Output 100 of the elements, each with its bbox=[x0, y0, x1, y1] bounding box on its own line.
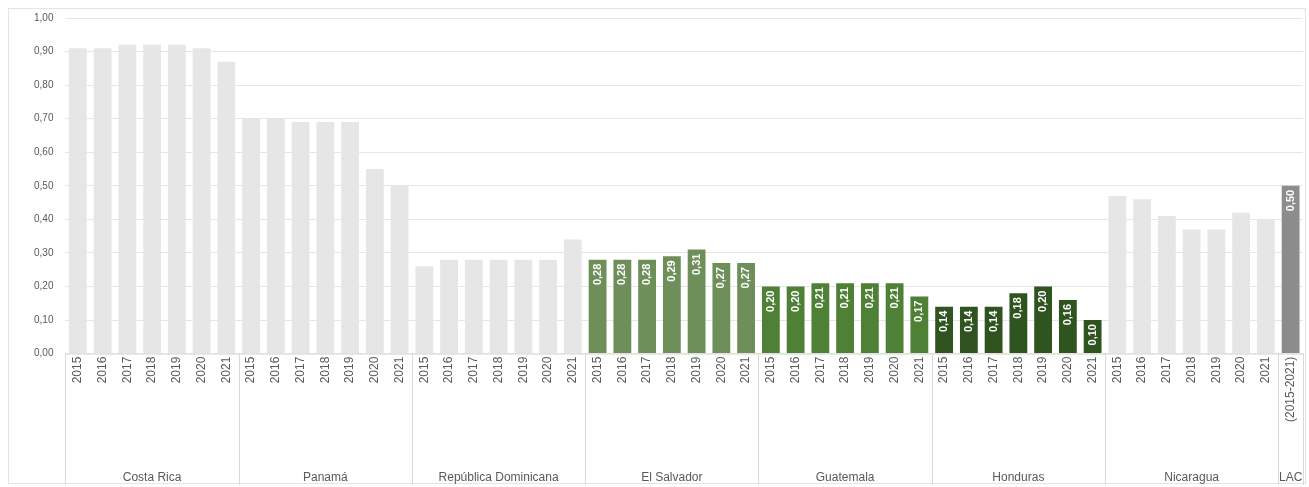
x-tick-label: 2021 bbox=[1084, 356, 1099, 384]
y-tick-label: 0,50 bbox=[33, 179, 54, 191]
text: República Dominicana bbox=[438, 470, 559, 485]
y-tick-label: 0,10 bbox=[33, 313, 54, 325]
x-tick-label: 2019 bbox=[1208, 356, 1223, 384]
text: Nicaragua bbox=[1164, 470, 1220, 485]
x-tick-label: 2015 bbox=[589, 356, 604, 384]
x-tick-label: 2020 bbox=[886, 356, 901, 384]
y-tick-label: 0,00 bbox=[33, 347, 54, 359]
data-label: 0,27 bbox=[739, 267, 752, 289]
text: LAC bbox=[1278, 470, 1303, 485]
x-tick-label: 2020 bbox=[713, 356, 728, 384]
bar bbox=[860, 283, 879, 354]
x-tick-label: 2016 bbox=[614, 356, 629, 384]
x-tick-label: 2019 bbox=[1035, 356, 1050, 384]
y-tick-label: 0,30 bbox=[33, 246, 54, 258]
bar bbox=[712, 263, 731, 354]
x-tick-label: 2019 bbox=[515, 356, 530, 384]
y-tick-label: 0,20 bbox=[33, 280, 54, 292]
data-label: 0,14 bbox=[961, 309, 974, 333]
x-tick-label: 2015 bbox=[936, 356, 951, 384]
x-tick-label: 2020 bbox=[1060, 356, 1075, 384]
bar bbox=[811, 283, 830, 354]
y-tick-label: 0,80 bbox=[33, 78, 54, 90]
bar bbox=[1009, 293, 1028, 354]
data-label: 0,20 bbox=[1036, 290, 1049, 312]
x-tick-label: 2016 bbox=[94, 356, 109, 384]
x-tick-label: 2017 bbox=[119, 356, 134, 384]
x-tick-label: 2021 bbox=[911, 356, 926, 384]
text: Costa Rica bbox=[122, 470, 182, 485]
x-tick-label: 2015 bbox=[416, 356, 431, 384]
data-label: 0,20 bbox=[763, 290, 776, 312]
x-tick-label: 2020 bbox=[367, 356, 382, 384]
data-label: 0,50 bbox=[1283, 189, 1296, 212]
data-label: 0,21 bbox=[862, 287, 875, 309]
x-tick-label: 2015 bbox=[1109, 356, 1124, 384]
bar bbox=[1034, 286, 1053, 354]
data-label: 0,27 bbox=[714, 267, 727, 289]
x-tick-label: 2015 bbox=[763, 356, 778, 384]
x-tick-label: 2020 bbox=[540, 356, 555, 384]
x-tick-label: 2016 bbox=[441, 356, 456, 384]
data-label: 0,14 bbox=[986, 309, 999, 333]
data-label: 0,17 bbox=[912, 300, 925, 322]
x-tick-label: 2019 bbox=[862, 356, 877, 384]
x-tick-label: 2019 bbox=[342, 356, 357, 384]
data-label: 0,16 bbox=[1060, 303, 1073, 326]
bar bbox=[687, 249, 706, 354]
x-tick-label: 2015 bbox=[243, 356, 258, 384]
x-tick-label: 2015 bbox=[70, 356, 85, 384]
x-tick-label: 2016 bbox=[268, 356, 283, 384]
data-label: 0,21 bbox=[887, 287, 900, 309]
bar bbox=[1281, 185, 1300, 354]
text: Panamá bbox=[302, 470, 349, 485]
x-tick-label: 2018 bbox=[490, 356, 505, 384]
bar bbox=[761, 286, 780, 354]
x-tick-label: 2017 bbox=[639, 356, 654, 384]
x-tick-label: 2021 bbox=[218, 356, 233, 384]
x-tick-label: (2015-2021) bbox=[1282, 356, 1297, 423]
x-tick-label: 2018 bbox=[837, 356, 852, 384]
data-label: 0,28 bbox=[640, 263, 653, 286]
data-label: 0,31 bbox=[689, 253, 702, 275]
x-tick-label: 2020 bbox=[1233, 356, 1248, 384]
bar bbox=[662, 256, 681, 354]
y-tick-label: 0,60 bbox=[33, 146, 54, 157]
data-label: 0,20 bbox=[788, 290, 801, 312]
data-label: 0,21 bbox=[813, 287, 826, 309]
x-tick-label: 2018 bbox=[144, 356, 159, 384]
data-label: 0,28 bbox=[615, 263, 628, 286]
y-tick-label: 0,70 bbox=[33, 112, 54, 124]
x-tick-label: 2018 bbox=[664, 356, 679, 384]
x-tick-label: 2017 bbox=[812, 356, 827, 384]
text: Honduras bbox=[992, 470, 1045, 485]
x-tick-label: 2016 bbox=[1134, 356, 1149, 384]
y-tick-label: 0,90 bbox=[33, 45, 54, 57]
x-tick-label: 2018 bbox=[317, 356, 332, 384]
bar bbox=[638, 259, 657, 354]
x-tick-label: 2021 bbox=[1258, 356, 1273, 384]
bar bbox=[836, 283, 855, 354]
bar bbox=[885, 283, 904, 354]
data-label: 0,18 bbox=[1011, 297, 1024, 319]
bar bbox=[613, 259, 632, 354]
bar bbox=[588, 259, 607, 354]
text: Guatemala bbox=[815, 470, 875, 485]
data-label: 0,14 bbox=[937, 309, 950, 333]
y-tick-label: 0,40 bbox=[33, 213, 54, 225]
bar bbox=[737, 263, 756, 354]
bar bbox=[786, 286, 805, 354]
x-tick-label: 2020 bbox=[193, 356, 208, 384]
x-tick-label: 2019 bbox=[169, 356, 184, 384]
x-tick-label: 2017 bbox=[1159, 356, 1174, 384]
x-tick-label: 2017 bbox=[466, 356, 481, 384]
x-tick-label: 2016 bbox=[787, 356, 802, 384]
x-tick-label: 2017 bbox=[985, 356, 1000, 384]
y-tick-label: 1,00 bbox=[33, 11, 54, 23]
data-label: 0,28 bbox=[590, 263, 603, 286]
x-tick-label: 2018 bbox=[1183, 356, 1198, 384]
x-tick-label: 2021 bbox=[565, 356, 580, 384]
data-label: 0,10 bbox=[1085, 324, 1098, 346]
x-tick-label: 2021 bbox=[738, 356, 753, 384]
text: El Salvador bbox=[641, 470, 703, 485]
